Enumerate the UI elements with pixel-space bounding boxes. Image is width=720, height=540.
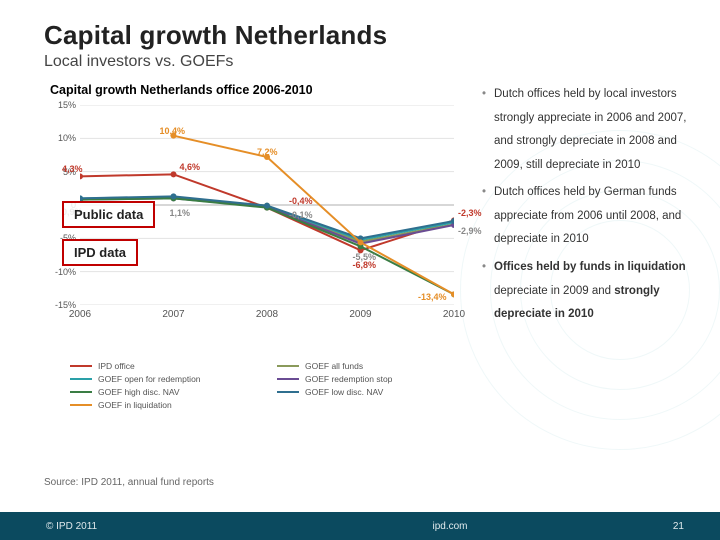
footer-link: ipd.com <box>260 521 640 532</box>
legend-item: GOEF all funds <box>277 361 474 371</box>
legend-item: GOEF redemption stop <box>277 374 474 384</box>
data-label: 1,1% <box>170 208 191 218</box>
chart-panel: Capital growth Netherlands office 2006-2… <box>44 81 474 410</box>
data-label: -13,4% <box>418 292 447 302</box>
legend-label: GOEF low disc. NAV <box>305 387 383 397</box>
bullet-item: Dutch offices held by German funds appre… <box>482 181 690 252</box>
data-label: 7,2% <box>257 147 278 157</box>
chart-area: 15%10%5%0-5%-10%-15%20062007200820092010… <box>44 99 474 357</box>
chart-title: Capital growth Netherlands office 2006-2… <box>50 83 474 97</box>
footer-page-number: 21 <box>640 521 720 532</box>
data-label: 4,6% <box>180 162 201 172</box>
legend-label: GOEF open for redemption <box>98 374 201 384</box>
legend-label: GOEF high disc. NAV <box>98 387 180 397</box>
legend-swatch <box>277 391 299 393</box>
bullet-list: Dutch offices held by local investors st… <box>482 81 690 410</box>
data-label: 10,4% <box>160 126 186 136</box>
y-tick-label: 15% <box>58 100 76 110</box>
page-title: Capital growth Netherlands <box>44 20 690 51</box>
legend-label: GOEF all funds <box>305 361 363 371</box>
callout-public-data: Public data <box>62 201 155 228</box>
y-tick-label: 10% <box>58 133 76 143</box>
x-tick-label: 2006 <box>69 309 91 320</box>
chart-legend: IPD office GOEF all funds GOEF open for re… <box>70 361 474 410</box>
legend-swatch <box>70 404 92 406</box>
data-label: -0,4% <box>289 196 313 206</box>
legend-label: GOEF redemption stop <box>305 374 392 384</box>
bullet-item: Dutch offices held by local investors st… <box>482 83 690 177</box>
footer-bar: © IPD 2011 ipd.com 21 <box>0 512 720 540</box>
legend-item: IPD office <box>70 361 267 371</box>
legend-swatch <box>70 365 92 367</box>
data-label: -6,8% <box>353 260 377 270</box>
legend-swatch <box>70 391 92 393</box>
x-tick-label: 2010 <box>443 309 465 320</box>
legend-swatch <box>277 365 299 367</box>
data-label: -2,3% <box>458 208 482 218</box>
legend-swatch <box>277 378 299 380</box>
x-tick-label: 2008 <box>256 309 278 320</box>
footer-copyright: © IPD 2011 <box>0 521 260 532</box>
legend-label: IPD office <box>98 361 135 371</box>
legend-item: GOEF open for redemption <box>70 374 267 384</box>
bullet-item: Offices held by funds in liquidation dep… <box>482 256 690 327</box>
legend-label: GOEF in liquidation <box>98 400 172 410</box>
data-label: 4,3% <box>62 164 83 174</box>
data-label: -0,1% <box>289 210 313 220</box>
data-label: -2,9% <box>458 226 482 236</box>
source-note: Source: IPD 2011, annual fund reports <box>44 477 214 488</box>
legend-item: GOEF in liquidation <box>70 400 267 410</box>
x-tick-label: 2007 <box>162 309 184 320</box>
page-subtitle: Local investors vs. GOEFs <box>44 53 690 71</box>
legend-item: GOEF low disc. NAV <box>277 387 474 397</box>
y-tick-label: -10% <box>55 267 76 277</box>
x-tick-label: 2009 <box>349 309 371 320</box>
legend-item: GOEF high disc. NAV <box>70 387 267 397</box>
callout-ipd-data: IPD data <box>62 239 138 266</box>
legend-swatch <box>70 378 92 380</box>
